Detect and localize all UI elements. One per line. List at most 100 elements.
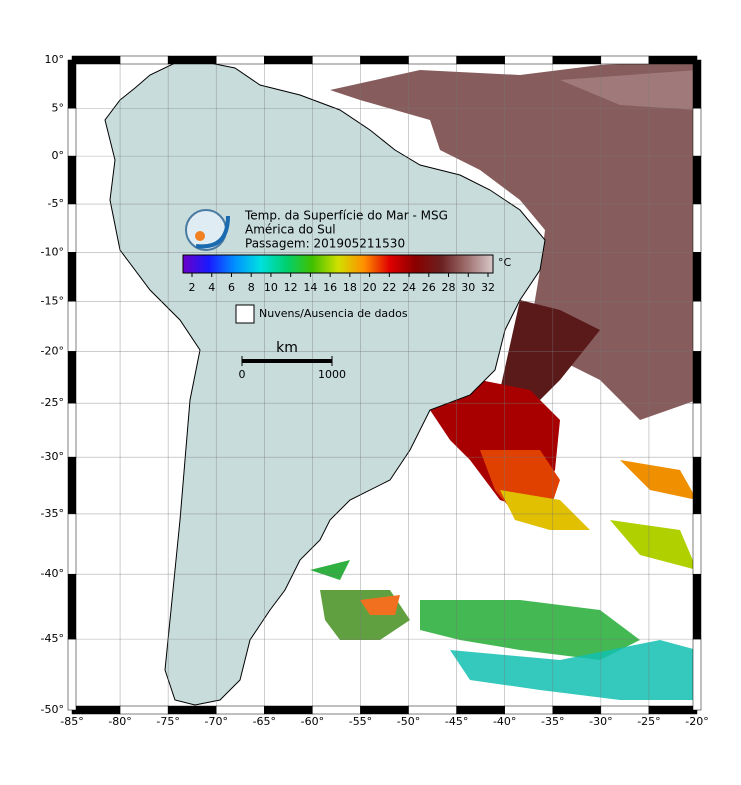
frame-segment (408, 55, 457, 65)
frame-segment (264, 705, 313, 715)
frame-segment (600, 705, 650, 715)
legend-label: Nuvens/Ausencia de dados (259, 307, 408, 320)
frame-segment (692, 351, 702, 404)
frame-segment (119, 705, 169, 715)
title-line: América do Sul (245, 223, 336, 237)
lat-tick-label: -20° (41, 344, 64, 357)
frame-segment (504, 705, 554, 715)
colorbar-tick-label: 30 (461, 281, 475, 294)
frame-segment (692, 155, 702, 205)
scale-tick-label: 1000 (318, 368, 346, 381)
frame-segment (692, 108, 702, 157)
lat-tick-label: 5° (52, 101, 65, 114)
colorbar-tick-label: 16 (323, 281, 337, 294)
frame-segment (215, 705, 265, 715)
frame-segment (67, 252, 77, 302)
frame-segment (552, 705, 602, 715)
frame-segment (408, 705, 457, 715)
frame-segment (692, 573, 702, 640)
colorbar-tick-label: 14 (303, 281, 317, 294)
lon-tick-label: -45° (445, 715, 468, 728)
lon-tick-label: -20° (685, 715, 708, 728)
lat-tick-label: -30° (41, 450, 64, 463)
lat-tick-label: -25° (41, 396, 64, 409)
lat-tick-label: -35° (41, 507, 64, 520)
logo (185, 209, 230, 251)
colorbar-tick-label: 24 (402, 281, 416, 294)
colorbar-tick-label: 22 (382, 281, 396, 294)
frame-segment (67, 203, 77, 253)
frame-segment (456, 55, 505, 65)
frame-segment (360, 55, 409, 65)
lat-tick-label: 0° (52, 149, 65, 162)
lon-tick-label: -75° (156, 715, 179, 728)
colorbar-tick-label: 20 (363, 281, 377, 294)
frame-segment (264, 55, 313, 65)
frame-segment (67, 301, 77, 352)
frame-segment (648, 705, 698, 715)
frame-segment (692, 638, 702, 711)
lon-tick-label: -50° (397, 715, 420, 728)
frame-segment (119, 55, 169, 65)
lon-tick-label: -25° (637, 715, 660, 728)
frame-segment (600, 55, 650, 65)
colorbar-unit: °C (498, 256, 512, 269)
title-line: Temp. da Superfície do Mar - MSG (244, 209, 448, 223)
lon-tick-label: -85° (60, 715, 83, 728)
frame-segment (67, 402, 77, 458)
colorbar-tick-label: 6 (228, 281, 235, 294)
frame-segment (312, 55, 361, 65)
colorbar-tick-label: 8 (248, 281, 255, 294)
lon-tick-label: -60° (301, 715, 324, 728)
lat-tick-label: -15° (41, 294, 64, 307)
lon-tick-label: -40° (493, 715, 516, 728)
frame-segment (167, 705, 217, 715)
frame-segment (504, 55, 554, 65)
colorbar-tick-label: 10 (264, 281, 278, 294)
frame-segment (692, 513, 702, 575)
frame (67, 55, 702, 715)
frame-segment (692, 59, 702, 109)
frame-segment (67, 638, 77, 711)
scale-tick-label: 0 (239, 368, 246, 381)
scale-bar-fill (242, 359, 332, 363)
colorbar-tick-label: 12 (284, 281, 298, 294)
lon-tick-label: -70° (204, 715, 227, 728)
colorbar-tick-label: 18 (343, 281, 357, 294)
frame-segment (67, 59, 77, 109)
lat-tick-label: -50° (41, 703, 64, 716)
lat-tick-label: 10° (45, 53, 65, 66)
scale-bar: 0 1000 (239, 356, 346, 381)
frame-segment (692, 402, 702, 458)
scale-unit: km (276, 340, 298, 356)
frame-segment (67, 108, 77, 157)
frame-segment (215, 55, 265, 65)
lat-tick-label: -5° (48, 197, 64, 210)
frame-segment (71, 705, 121, 715)
colorbar-ticks: 2 4 6 8 10 12 14 16 18 20 22 24 26 28 30 32 (189, 273, 495, 294)
sst-field (310, 60, 697, 700)
frame-segment (71, 55, 121, 65)
frame-segment (692, 456, 702, 515)
frame-segment (552, 55, 602, 65)
frame-segment (692, 252, 702, 302)
lon-tick-label: -35° (541, 715, 564, 728)
colorbar (182, 254, 494, 274)
lon-tick-label: -55° (349, 715, 372, 728)
frame-segment (692, 301, 702, 352)
frame-segment (67, 456, 77, 515)
frame-segment (67, 513, 77, 575)
frame-segment (67, 573, 77, 640)
frame-segment (312, 705, 361, 715)
frame-segment (456, 705, 505, 715)
colorbar-tick-label: 28 (442, 281, 456, 294)
frame-segment (692, 203, 702, 253)
lon-tick-label: -80° (108, 715, 131, 728)
title-line: Passagem: 201905211530 (245, 237, 405, 251)
lat-tick-label: -10° (41, 245, 64, 258)
lat-tick-label: -45° (41, 632, 64, 645)
frame-segment (167, 55, 217, 65)
frame-segment (360, 705, 409, 715)
lon-tick-label: -65° (253, 715, 276, 728)
